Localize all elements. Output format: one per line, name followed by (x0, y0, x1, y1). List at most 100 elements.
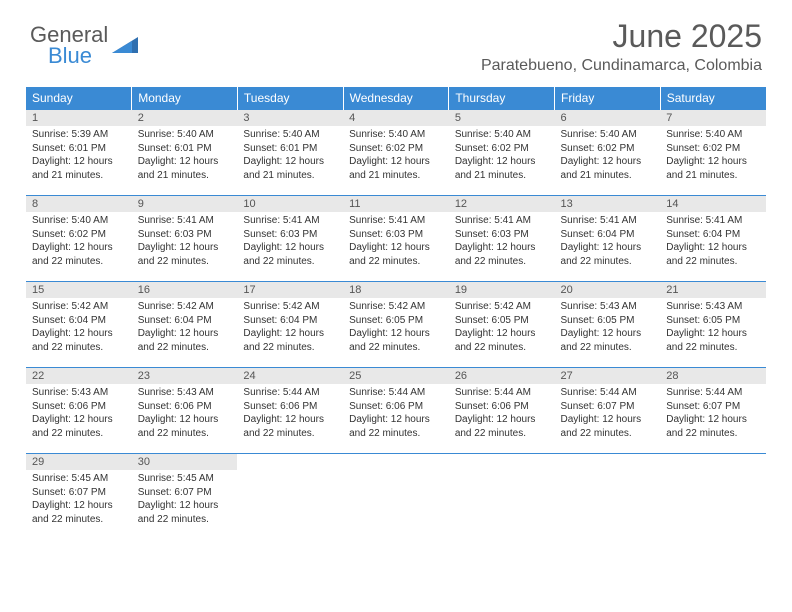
logo-triangle-icon (112, 33, 138, 58)
day-detail: Sunrise: 5:40 AMSunset: 6:02 PMDaylight:… (660, 126, 766, 186)
day-number: 3 (237, 110, 343, 126)
day-cell: 10Sunrise: 5:41 AMSunset: 6:03 PMDayligh… (237, 196, 343, 282)
day-detail: Sunrise: 5:42 AMSunset: 6:04 PMDaylight:… (237, 298, 343, 358)
day-detail: Sunrise: 5:45 AMSunset: 6:07 PMDaylight:… (26, 470, 132, 530)
day-detail: Sunrise: 5:40 AMSunset: 6:02 PMDaylight:… (449, 126, 555, 186)
day-number: 11 (343, 196, 449, 212)
calendar-head: SundayMondayTuesdayWednesdayThursdayFrid… (26, 87, 766, 110)
day-number: 30 (132, 454, 238, 470)
day-number: 12 (449, 196, 555, 212)
day-cell: 24Sunrise: 5:44 AMSunset: 6:06 PMDayligh… (237, 368, 343, 454)
day-cell: 7Sunrise: 5:40 AMSunset: 6:02 PMDaylight… (660, 110, 766, 196)
empty-cell (237, 454, 343, 540)
day-detail: Sunrise: 5:43 AMSunset: 6:05 PMDaylight:… (660, 298, 766, 358)
day-cell: 2Sunrise: 5:40 AMSunset: 6:01 PMDaylight… (132, 110, 238, 196)
day-number: 28 (660, 368, 766, 384)
day-number: 16 (132, 282, 238, 298)
day-detail: Sunrise: 5:40 AMSunset: 6:01 PMDaylight:… (237, 126, 343, 186)
calendar-row: 1Sunrise: 5:39 AMSunset: 6:01 PMDaylight… (26, 110, 766, 196)
day-cell: 5Sunrise: 5:40 AMSunset: 6:02 PMDaylight… (449, 110, 555, 196)
day-cell: 3Sunrise: 5:40 AMSunset: 6:01 PMDaylight… (237, 110, 343, 196)
day-number: 5 (449, 110, 555, 126)
calendar-row: 22Sunrise: 5:43 AMSunset: 6:06 PMDayligh… (26, 368, 766, 454)
empty-cell (660, 454, 766, 540)
day-cell: 29Sunrise: 5:45 AMSunset: 6:07 PMDayligh… (26, 454, 132, 540)
day-detail: Sunrise: 5:40 AMSunset: 6:02 PMDaylight:… (343, 126, 449, 186)
day-cell: 20Sunrise: 5:43 AMSunset: 6:05 PMDayligh… (555, 282, 661, 368)
day-number: 17 (237, 282, 343, 298)
calendar-row: 15Sunrise: 5:42 AMSunset: 6:04 PMDayligh… (26, 282, 766, 368)
day-cell: 17Sunrise: 5:42 AMSunset: 6:04 PMDayligh… (237, 282, 343, 368)
day-detail: Sunrise: 5:42 AMSunset: 6:04 PMDaylight:… (132, 298, 238, 358)
day-detail: Sunrise: 5:44 AMSunset: 6:06 PMDaylight:… (449, 384, 555, 444)
day-number: 26 (449, 368, 555, 384)
day-cell: 22Sunrise: 5:43 AMSunset: 6:06 PMDayligh… (26, 368, 132, 454)
day-cell: 25Sunrise: 5:44 AMSunset: 6:06 PMDayligh… (343, 368, 449, 454)
day-number: 18 (343, 282, 449, 298)
day-detail: Sunrise: 5:41 AMSunset: 6:04 PMDaylight:… (555, 212, 661, 272)
day-detail: Sunrise: 5:39 AMSunset: 6:01 PMDaylight:… (26, 126, 132, 186)
day-detail: Sunrise: 5:42 AMSunset: 6:05 PMDaylight:… (343, 298, 449, 358)
empty-cell (555, 454, 661, 540)
calendar-row: 29Sunrise: 5:45 AMSunset: 6:07 PMDayligh… (26, 454, 766, 540)
day-number: 10 (237, 196, 343, 212)
weekday-row: SundayMondayTuesdayWednesdayThursdayFrid… (26, 87, 766, 110)
logo-text-block: General Blue (30, 24, 108, 67)
day-cell: 13Sunrise: 5:41 AMSunset: 6:04 PMDayligh… (555, 196, 661, 282)
location: Paratebueno, Cundinamarca, Colombia (481, 57, 762, 75)
day-detail: Sunrise: 5:44 AMSunset: 6:06 PMDaylight:… (343, 384, 449, 444)
logo-line2: Blue (48, 45, 108, 67)
weekday-header: Friday (555, 87, 661, 110)
day-detail: Sunrise: 5:42 AMSunset: 6:05 PMDaylight:… (449, 298, 555, 358)
day-cell: 1Sunrise: 5:39 AMSunset: 6:01 PMDaylight… (26, 110, 132, 196)
day-cell: 16Sunrise: 5:42 AMSunset: 6:04 PMDayligh… (132, 282, 238, 368)
day-number: 14 (660, 196, 766, 212)
day-number: 23 (132, 368, 238, 384)
weekday-header: Thursday (449, 87, 555, 110)
day-number: 20 (555, 282, 661, 298)
empty-cell (343, 454, 449, 540)
day-detail: Sunrise: 5:40 AMSunset: 6:01 PMDaylight:… (132, 126, 238, 186)
day-cell: 23Sunrise: 5:43 AMSunset: 6:06 PMDayligh… (132, 368, 238, 454)
logo: General Blue (30, 18, 138, 67)
day-number: 13 (555, 196, 661, 212)
day-detail: Sunrise: 5:41 AMSunset: 6:04 PMDaylight:… (660, 212, 766, 272)
day-detail: Sunrise: 5:40 AMSunset: 6:02 PMDaylight:… (26, 212, 132, 272)
day-number: 29 (26, 454, 132, 470)
day-number: 6 (555, 110, 661, 126)
day-cell: 11Sunrise: 5:41 AMSunset: 6:03 PMDayligh… (343, 196, 449, 282)
weekday-header: Sunday (26, 87, 132, 110)
day-number: 8 (26, 196, 132, 212)
day-cell: 27Sunrise: 5:44 AMSunset: 6:07 PMDayligh… (555, 368, 661, 454)
day-detail: Sunrise: 5:43 AMSunset: 6:06 PMDaylight:… (26, 384, 132, 444)
day-cell: 9Sunrise: 5:41 AMSunset: 6:03 PMDaylight… (132, 196, 238, 282)
day-detail: Sunrise: 5:44 AMSunset: 6:07 PMDaylight:… (555, 384, 661, 444)
day-detail: Sunrise: 5:43 AMSunset: 6:06 PMDaylight:… (132, 384, 238, 444)
calendar-row: 8Sunrise: 5:40 AMSunset: 6:02 PMDaylight… (26, 196, 766, 282)
day-cell: 19Sunrise: 5:42 AMSunset: 6:05 PMDayligh… (449, 282, 555, 368)
day-cell: 21Sunrise: 5:43 AMSunset: 6:05 PMDayligh… (660, 282, 766, 368)
day-cell: 30Sunrise: 5:45 AMSunset: 6:07 PMDayligh… (132, 454, 238, 540)
day-detail: Sunrise: 5:41 AMSunset: 6:03 PMDaylight:… (449, 212, 555, 272)
day-number: 2 (132, 110, 238, 126)
day-detail: Sunrise: 5:44 AMSunset: 6:06 PMDaylight:… (237, 384, 343, 444)
day-number: 9 (132, 196, 238, 212)
weekday-header: Wednesday (343, 87, 449, 110)
day-detail: Sunrise: 5:43 AMSunset: 6:05 PMDaylight:… (555, 298, 661, 358)
day-cell: 28Sunrise: 5:44 AMSunset: 6:07 PMDayligh… (660, 368, 766, 454)
weekday-header: Monday (132, 87, 238, 110)
title-block: June 2025 Paratebueno, Cundinamarca, Col… (481, 18, 762, 75)
day-number: 7 (660, 110, 766, 126)
day-detail: Sunrise: 5:41 AMSunset: 6:03 PMDaylight:… (237, 212, 343, 272)
day-number: 15 (26, 282, 132, 298)
day-cell: 15Sunrise: 5:42 AMSunset: 6:04 PMDayligh… (26, 282, 132, 368)
day-cell: 6Sunrise: 5:40 AMSunset: 6:02 PMDaylight… (555, 110, 661, 196)
day-number: 4 (343, 110, 449, 126)
day-detail: Sunrise: 5:41 AMSunset: 6:03 PMDaylight:… (343, 212, 449, 272)
day-detail: Sunrise: 5:41 AMSunset: 6:03 PMDaylight:… (132, 212, 238, 272)
day-number: 27 (555, 368, 661, 384)
day-cell: 26Sunrise: 5:44 AMSunset: 6:06 PMDayligh… (449, 368, 555, 454)
day-number: 22 (26, 368, 132, 384)
calendar-table: SundayMondayTuesdayWednesdayThursdayFrid… (26, 87, 766, 540)
day-detail: Sunrise: 5:44 AMSunset: 6:07 PMDaylight:… (660, 384, 766, 444)
